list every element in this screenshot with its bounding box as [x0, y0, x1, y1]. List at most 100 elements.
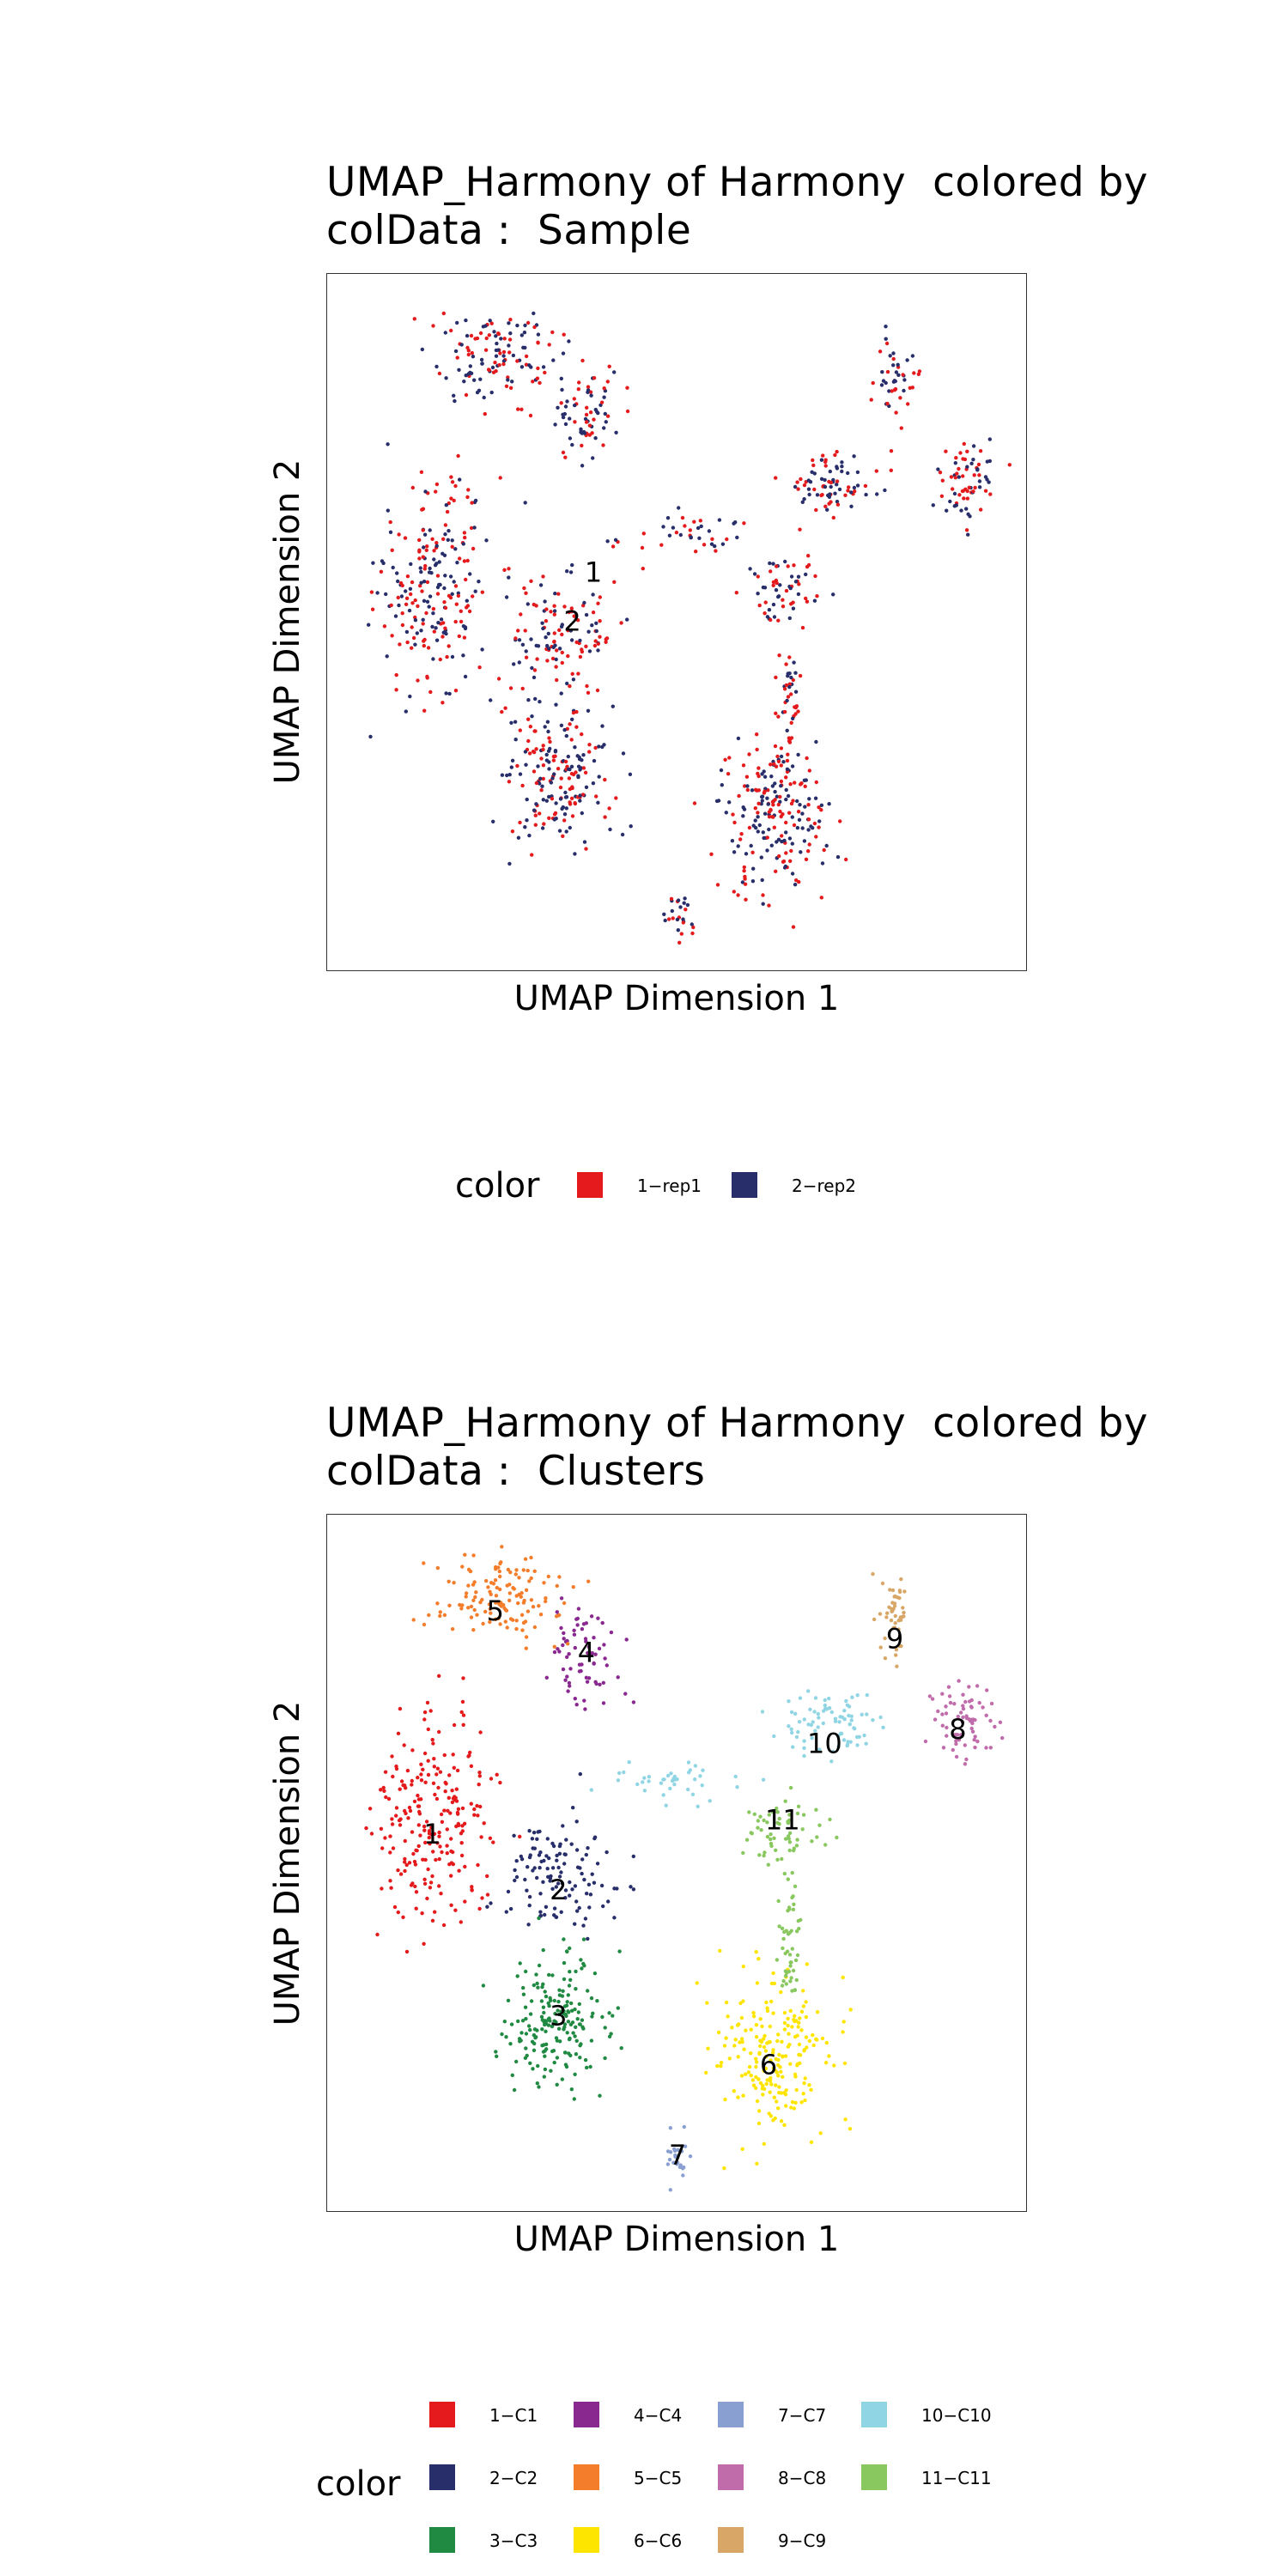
cluster-label: 4 [578, 1637, 595, 1669]
data-point [430, 1737, 434, 1742]
data-point [766, 802, 770, 806]
data-point [379, 1826, 384, 1831]
data-point [833, 453, 837, 458]
data-point [779, 2119, 784, 2123]
data-point [965, 496, 969, 501]
data-point [554, 2021, 558, 2026]
data-point [484, 336, 489, 341]
data-point [936, 1709, 940, 1714]
legend-swatch [577, 1172, 603, 1198]
data-point [747, 2064, 752, 2069]
data-point [732, 2089, 736, 2093]
data-point [396, 1731, 401, 1735]
data-point [892, 1601, 897, 1606]
data-point [661, 1793, 665, 1797]
data-point [506, 1889, 511, 1894]
data-point [692, 801, 697, 805]
data-point [796, 1729, 800, 1735]
data-point [526, 1609, 531, 1613]
data-point [603, 411, 607, 416]
data-point [463, 1899, 467, 1904]
data-point [571, 2031, 575, 2035]
data-point [528, 2012, 533, 2016]
data-point [966, 532, 970, 537]
data-point [825, 507, 829, 512]
data-point [998, 1720, 1003, 1724]
data-point [762, 611, 767, 616]
data-point [550, 656, 556, 661]
data-point [692, 519, 696, 524]
data-point [583, 2057, 588, 2063]
data-point [805, 1962, 809, 1966]
data-point [969, 1698, 974, 1703]
data-point [464, 1595, 468, 1599]
data-point [598, 2093, 602, 2098]
data-point [570, 1887, 574, 1892]
data-point [782, 687, 787, 691]
data-point [503, 1619, 507, 1624]
data-point [769, 1837, 773, 1842]
data-point [827, 1696, 831, 1701]
data-point [500, 709, 504, 714]
data-point [510, 758, 515, 762]
data-point [581, 753, 586, 757]
data-point [597, 744, 601, 749]
data-point [747, 1810, 751, 1814]
data-point [550, 1973, 555, 1978]
data-point [804, 596, 808, 601]
data-point [596, 601, 600, 605]
data-point [580, 793, 586, 797]
data-point [465, 558, 470, 563]
data-point [581, 2026, 586, 2031]
data-point [396, 1910, 400, 1915]
data-point [642, 1789, 647, 1793]
data-point [611, 544, 616, 549]
data-point [398, 642, 402, 647]
data-point [580, 464, 585, 468]
data-point [434, 1772, 439, 1777]
data-point [598, 619, 602, 623]
data-point [462, 380, 466, 384]
data-point [535, 657, 539, 661]
data-point [563, 1678, 568, 1682]
data-point [388, 1834, 392, 1838]
data-point [431, 324, 435, 328]
data-point [762, 775, 768, 779]
data-point [554, 1885, 558, 1889]
data-point [804, 778, 808, 782]
data-point [469, 333, 474, 338]
data-point [787, 1831, 793, 1835]
data-point [441, 537, 446, 541]
data-point [552, 1644, 556, 1649]
data-point [532, 1569, 537, 1573]
data-point [562, 1862, 567, 1866]
legend-label: 2−rep2 [792, 1176, 856, 1196]
data-point [478, 1600, 483, 1605]
data-point [788, 2008, 793, 2013]
data-point [668, 1786, 672, 1791]
data-point [841, 2020, 846, 2024]
data-point [582, 429, 586, 434]
data-point [427, 605, 431, 609]
data-point [902, 1614, 906, 1619]
data-point [756, 592, 760, 596]
data-point [786, 793, 791, 799]
data-point [475, 1803, 479, 1808]
data-point [576, 387, 580, 392]
data-point [788, 1785, 793, 1790]
data-point [586, 629, 591, 634]
data-point [574, 1703, 579, 1707]
data-point [426, 1727, 430, 1732]
data-point [544, 1596, 548, 1601]
data-point [562, 332, 566, 337]
data-point [750, 850, 755, 854]
data-point [456, 591, 460, 595]
data-point [462, 635, 467, 640]
data-point [461, 653, 465, 658]
data-point [390, 548, 394, 552]
data-point [558, 1842, 562, 1846]
data-point [563, 795, 568, 799]
data-point [790, 1730, 794, 1735]
data-point [574, 2038, 579, 2043]
data-point [524, 649, 528, 653]
